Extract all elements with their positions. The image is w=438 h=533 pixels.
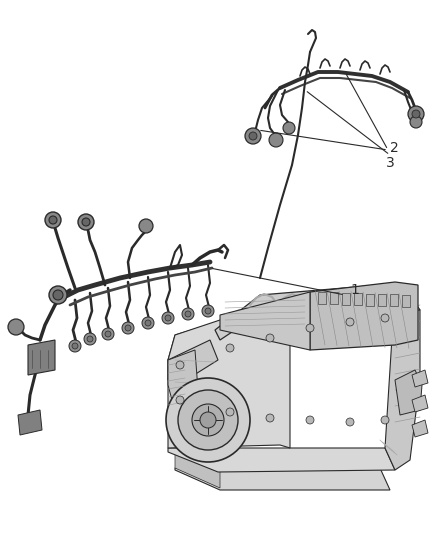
Circle shape: [142, 317, 154, 329]
Text: 3: 3: [386, 156, 395, 170]
Circle shape: [82, 218, 90, 226]
Circle shape: [182, 308, 194, 320]
Polygon shape: [18, 410, 42, 435]
Circle shape: [145, 320, 151, 326]
Polygon shape: [168, 295, 420, 360]
Text: 1: 1: [350, 283, 359, 297]
Circle shape: [105, 331, 111, 337]
Circle shape: [200, 412, 216, 428]
Polygon shape: [168, 448, 395, 472]
Circle shape: [87, 336, 93, 342]
Polygon shape: [168, 340, 218, 385]
Polygon shape: [412, 395, 428, 412]
Circle shape: [84, 333, 96, 345]
Circle shape: [72, 343, 78, 349]
Polygon shape: [318, 292, 326, 304]
Circle shape: [269, 133, 283, 147]
Circle shape: [185, 311, 191, 317]
Polygon shape: [385, 290, 420, 470]
Circle shape: [53, 290, 63, 300]
Circle shape: [249, 132, 257, 140]
Polygon shape: [215, 285, 395, 340]
Circle shape: [381, 416, 389, 424]
Polygon shape: [390, 294, 398, 306]
Circle shape: [346, 318, 354, 326]
Circle shape: [192, 404, 224, 436]
Polygon shape: [402, 295, 410, 307]
Polygon shape: [168, 300, 290, 448]
Circle shape: [165, 315, 171, 321]
Circle shape: [245, 128, 261, 144]
Circle shape: [202, 305, 214, 317]
Circle shape: [69, 340, 81, 352]
Circle shape: [346, 418, 354, 426]
Polygon shape: [330, 293, 338, 304]
Polygon shape: [175, 452, 220, 488]
Polygon shape: [366, 294, 374, 305]
Polygon shape: [310, 282, 418, 350]
Circle shape: [205, 308, 211, 314]
Circle shape: [412, 110, 420, 118]
Circle shape: [49, 216, 57, 224]
Circle shape: [283, 122, 295, 134]
Circle shape: [306, 416, 314, 424]
Circle shape: [125, 325, 131, 331]
Polygon shape: [354, 293, 362, 305]
Circle shape: [78, 214, 94, 230]
Polygon shape: [175, 468, 390, 490]
Text: 2: 2: [390, 141, 399, 155]
Circle shape: [410, 116, 422, 128]
Polygon shape: [412, 420, 428, 437]
Polygon shape: [395, 370, 422, 415]
Circle shape: [49, 286, 67, 304]
Circle shape: [178, 390, 238, 450]
Polygon shape: [342, 293, 350, 305]
Circle shape: [139, 219, 153, 233]
Polygon shape: [28, 340, 55, 375]
Circle shape: [102, 328, 114, 340]
Polygon shape: [168, 350, 198, 400]
Circle shape: [176, 361, 184, 369]
Polygon shape: [378, 294, 386, 306]
Circle shape: [166, 378, 250, 462]
Circle shape: [408, 106, 424, 122]
Circle shape: [381, 314, 389, 322]
Circle shape: [266, 414, 274, 422]
Circle shape: [226, 408, 234, 416]
Circle shape: [266, 334, 274, 342]
Circle shape: [176, 396, 184, 404]
Circle shape: [45, 212, 61, 228]
Circle shape: [122, 322, 134, 334]
Circle shape: [306, 324, 314, 332]
Circle shape: [226, 344, 234, 352]
Circle shape: [162, 312, 174, 324]
Circle shape: [8, 319, 24, 335]
Polygon shape: [412, 370, 428, 387]
Polygon shape: [220, 292, 310, 350]
